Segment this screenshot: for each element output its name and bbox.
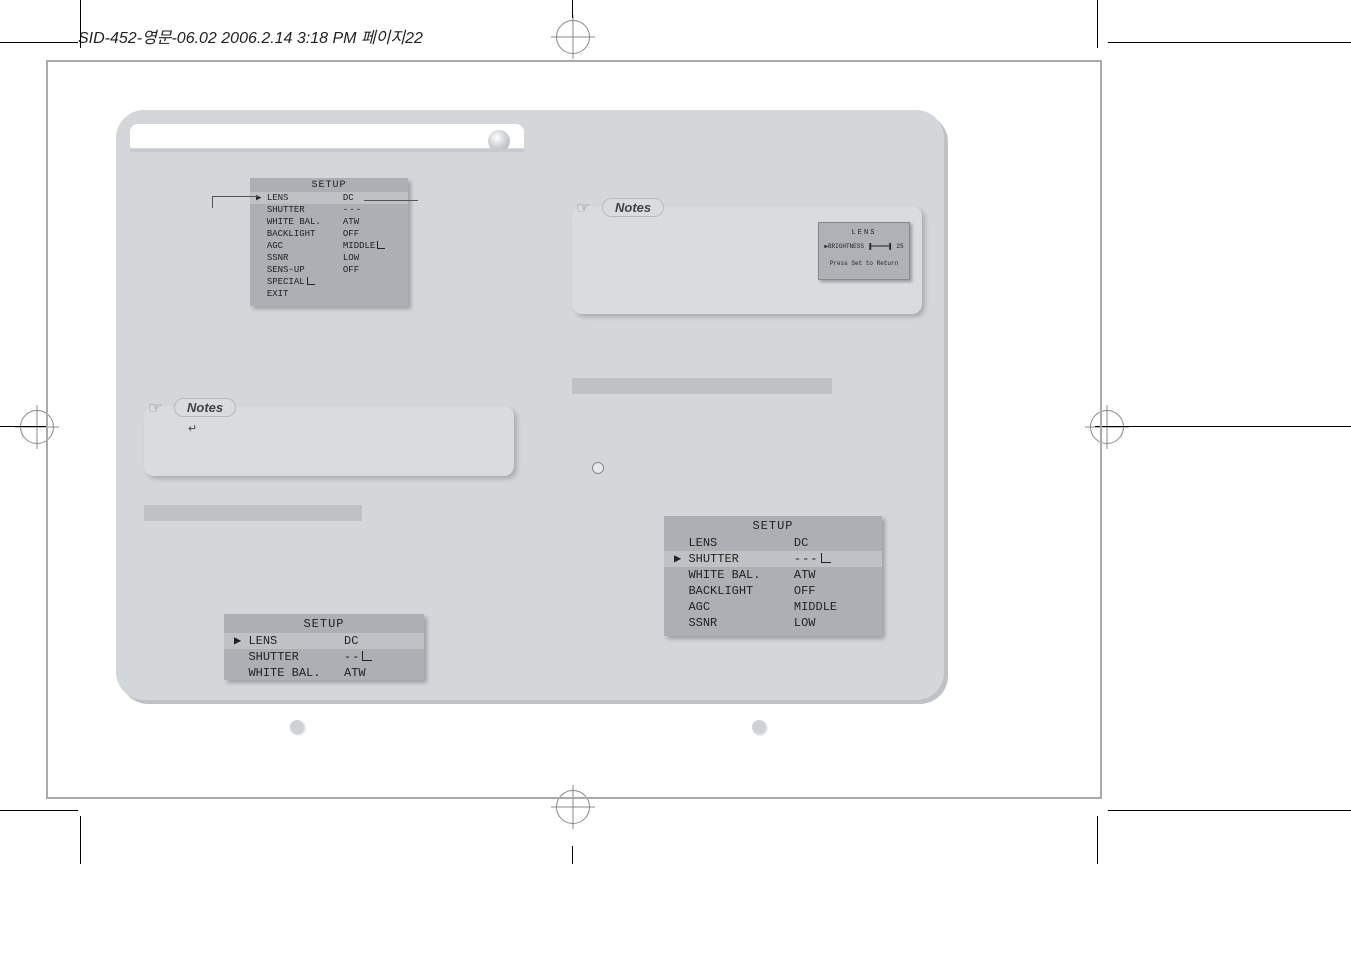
crop-mark: [1108, 810, 1351, 811]
osd-row-label: ▶ WHITE BAL.: [250, 216, 337, 228]
page-number-dot: [752, 720, 766, 734]
osd-row-label: ▶ WHITE BAL.: [664, 567, 784, 583]
osd-row-val: ---: [784, 551, 882, 567]
osd-row-label: ▶ SPECIAL: [250, 276, 337, 288]
return-icon: ↵: [188, 422, 197, 435]
osd-row-label: ▶ AGC: [664, 599, 784, 615]
osd-title: SETUP: [224, 614, 424, 633]
crop-mark: [80, 816, 81, 864]
osd-row-val: ATW: [337, 216, 408, 228]
osd-row-label: ▶ LENS: [664, 535, 784, 551]
notes-box-left: ☞ Notes ↵: [144, 406, 514, 476]
osd-row-val: --: [334, 649, 424, 665]
crop-mark: [0, 810, 78, 811]
osd-row-label: ▶ WHITE BAL.: [224, 665, 334, 681]
notes-hand-icon: ☞: [148, 398, 162, 418]
notes-box-right: ☞ Notes LENS ▶BRIGHTNESS ▐━━━━━▌ 25 Pres…: [572, 206, 922, 314]
register-mark: [556, 20, 590, 54]
callout-line: [212, 196, 258, 197]
osd-row-val: MIDDLE: [784, 599, 882, 615]
osd-row-label: ▶ AGC: [250, 240, 337, 252]
crop-mark: [1097, 816, 1098, 864]
spread-header-strip: [130, 124, 524, 148]
crop-mark: [0, 426, 48, 427]
osd-row-val: ---: [337, 204, 408, 216]
crop-mark: [0, 42, 78, 43]
crop-mark: [80, 0, 81, 48]
crop-mark: [1097, 0, 1098, 48]
osd-row-label: ▶ BACKLIGHT: [250, 228, 337, 240]
section-bar: [572, 378, 832, 394]
crop-mark: [572, 846, 573, 864]
osd-row-val: OFF: [337, 264, 408, 276]
osd-row-label: ▶ SENS-UP: [250, 264, 337, 276]
osd-row-val: [337, 288, 408, 300]
header-dot-icon: [488, 130, 510, 152]
mini-brightness-line: ▶BRIGHTNESS ▐━━━━━▌ 25: [819, 243, 909, 250]
osd-row-val: DC: [334, 633, 424, 649]
return-icon: [375, 241, 385, 251]
return-icon: [819, 552, 831, 566]
callout-line: [212, 196, 213, 208]
osd-row-val: OFF: [784, 583, 882, 599]
osd-row-val: ATW: [334, 665, 424, 681]
return-icon: [305, 277, 315, 287]
osd-setup-menu-3: SETUP ▶ LENSDC ▶ SHUTTER--- ▶ WHITE BAL.…: [664, 516, 882, 636]
bullet-circle-icon: [592, 462, 604, 474]
notes-hand-icon: ☞: [576, 198, 590, 218]
osd-setup-menu-1: SETUP ▶ LENSDC ▶ SHUTTER--- ▶ WHITE BAL.…: [250, 178, 408, 306]
page-number-dot: [290, 720, 304, 734]
osd-row-val: LOW: [784, 615, 882, 631]
osd-setup-menu-2: SETUP ▶ LENSDC ▶ SHUTTER-- ▶ WHITE BAL.A…: [224, 614, 424, 680]
osd-row-label: ▶ SSNR: [250, 252, 337, 264]
osd-row-val: ATW: [784, 567, 882, 583]
callout-line: [364, 200, 418, 201]
osd-row-label: ▶ SHUTTER: [664, 551, 784, 567]
mini-footer: Press Set to Return: [819, 260, 909, 267]
notes-label: Notes: [174, 398, 236, 417]
osd-row-label: ▶ SHUTTER: [250, 204, 337, 216]
section-bar: [144, 505, 362, 521]
osd-row-val: MIDDLE: [337, 240, 408, 252]
crop-mark: [572, 0, 573, 18]
osd-title: SETUP: [664, 516, 882, 535]
osd-row-label: ▶ SSNR: [664, 615, 784, 631]
mini-title: LENS: [819, 229, 909, 237]
crop-mark: [1108, 42, 1351, 43]
osd-title: SETUP: [250, 178, 408, 192]
osd-row-label: ▶ LENS: [224, 633, 334, 649]
osd-row-val: DC: [337, 192, 408, 204]
osd-row-label: ▶ BACKLIGHT: [664, 583, 784, 599]
osd-row-val: [337, 276, 408, 288]
osd-row-val: OFF: [337, 228, 408, 240]
osd-row-label: ▶ SHUTTER: [224, 649, 334, 665]
crop-mark: [1095, 426, 1351, 427]
doc-header-text: SID-452-영문-06.02 2006.2.14 3:18 PM 페이지22: [78, 24, 423, 48]
return-icon: [360, 650, 372, 664]
osd-row-label: ▶ EXIT: [250, 288, 337, 300]
mini-lens-screen: LENS ▶BRIGHTNESS ▐━━━━━▌ 25 Press Set to…: [818, 222, 910, 280]
notes-label: Notes: [602, 198, 664, 217]
page-spread: SETUP ▶ LENSDC ▶ SHUTTER--- ▶ WHITE BAL.…: [116, 110, 944, 700]
osd-row-label: ▶ LENS: [250, 192, 337, 204]
osd-row-val: LOW: [337, 252, 408, 264]
osd-row-val: DC: [784, 535, 882, 551]
